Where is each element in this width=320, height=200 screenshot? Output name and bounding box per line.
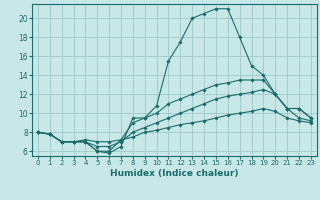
X-axis label: Humidex (Indice chaleur): Humidex (Indice chaleur) (110, 169, 239, 178)
